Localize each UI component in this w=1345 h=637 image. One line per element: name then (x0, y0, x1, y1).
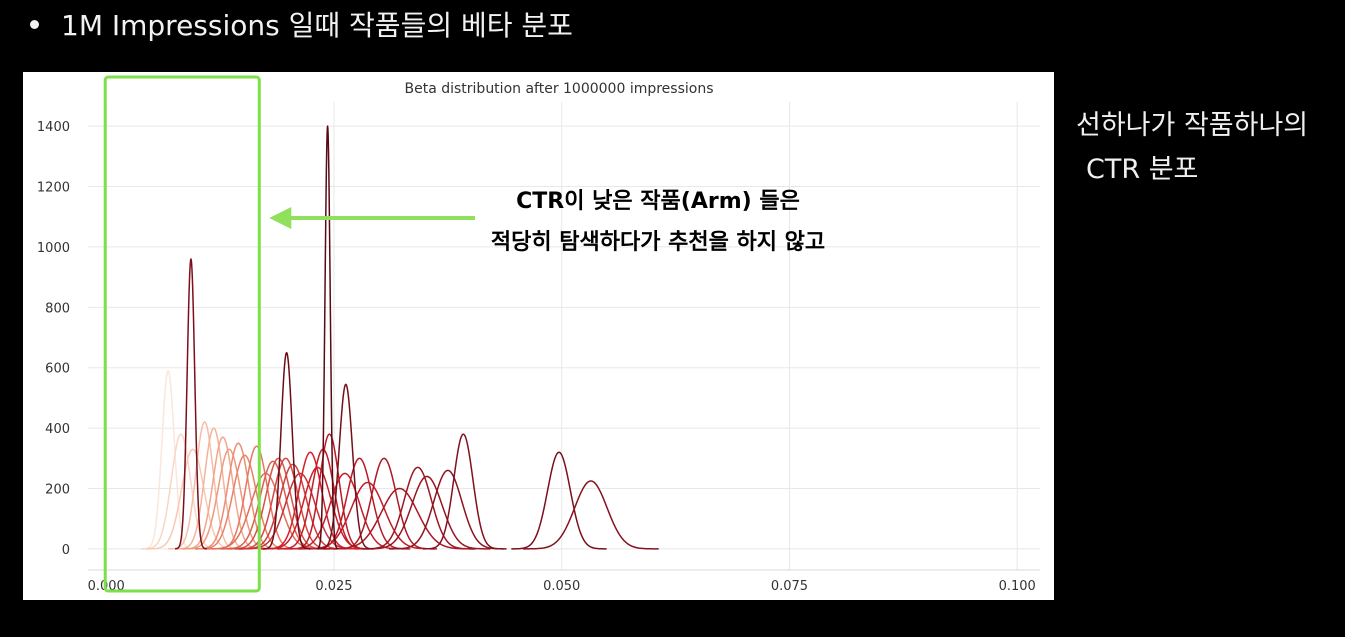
density-curve (227, 457, 330, 550)
slide-heading-text: 1M Impressions 일때 작품들의 베타 분포 (61, 9, 573, 42)
x-tick-label: 0.050 (543, 579, 580, 594)
side-note-line-1: 선하나가 작품하나의 (1076, 110, 1309, 141)
density-curve (142, 369, 195, 550)
density-curve (423, 433, 504, 550)
density-curve (262, 351, 311, 550)
highlight-box (103, 75, 261, 593)
density-curve (323, 487, 476, 550)
density-curve (174, 258, 208, 550)
y-tick-label: 800 (45, 301, 70, 316)
chart-panel: 0 200 400 600 800 1000 1200 1400 0.000 0.025 0.050… (23, 72, 1054, 600)
x-tick-label: 0.075 (771, 579, 808, 594)
density-curve (238, 463, 348, 550)
bullet-icon (30, 19, 39, 29)
y-tick-label: 0 (62, 543, 70, 558)
density-curve (298, 481, 438, 550)
density-curve (523, 480, 659, 550)
y-tick-label: 400 (45, 422, 70, 437)
density-curve (361, 466, 475, 550)
y-tick-label: 600 (45, 362, 70, 377)
density-curve (181, 436, 265, 550)
chart-title: Beta distribution after 1000000 impressi… (404, 81, 713, 97)
density-curve (389, 469, 507, 550)
slide-heading: 1M Impressions 일때 작품들의 베타 분포 (30, 6, 573, 46)
arrow-icon (269, 207, 475, 229)
annotation-line-1: CTR이 낮은 작품(Arm) 들은 (516, 189, 800, 214)
density-curve (140, 433, 222, 550)
y-tick-label: 1200 (37, 181, 70, 196)
density-curve (363, 475, 491, 550)
chart-grid (88, 102, 1040, 571)
x-tick-label: 0.025 (315, 579, 352, 594)
density-curve (317, 383, 374, 550)
density-curve (220, 460, 326, 550)
annotation-line-2: 적당히 탐색하다가 추천을 하지 않고 (491, 230, 825, 255)
arrow-head (269, 207, 292, 229)
y-tick-label: 200 (45, 482, 70, 497)
side-note: 선하나가 작품하나의 CTR 분포 (1076, 104, 1308, 192)
y-tick-label: 1400 (37, 120, 70, 135)
density-curve (146, 448, 240, 550)
density-curve (316, 125, 340, 550)
density-curve (511, 451, 607, 550)
y-tick-label: 1000 (37, 241, 70, 256)
density-curve (194, 442, 282, 550)
side-note-line-2: CTR 분포 (1086, 154, 1199, 185)
chart-curves (140, 125, 659, 550)
x-tick-label: 0.100 (999, 579, 1036, 594)
